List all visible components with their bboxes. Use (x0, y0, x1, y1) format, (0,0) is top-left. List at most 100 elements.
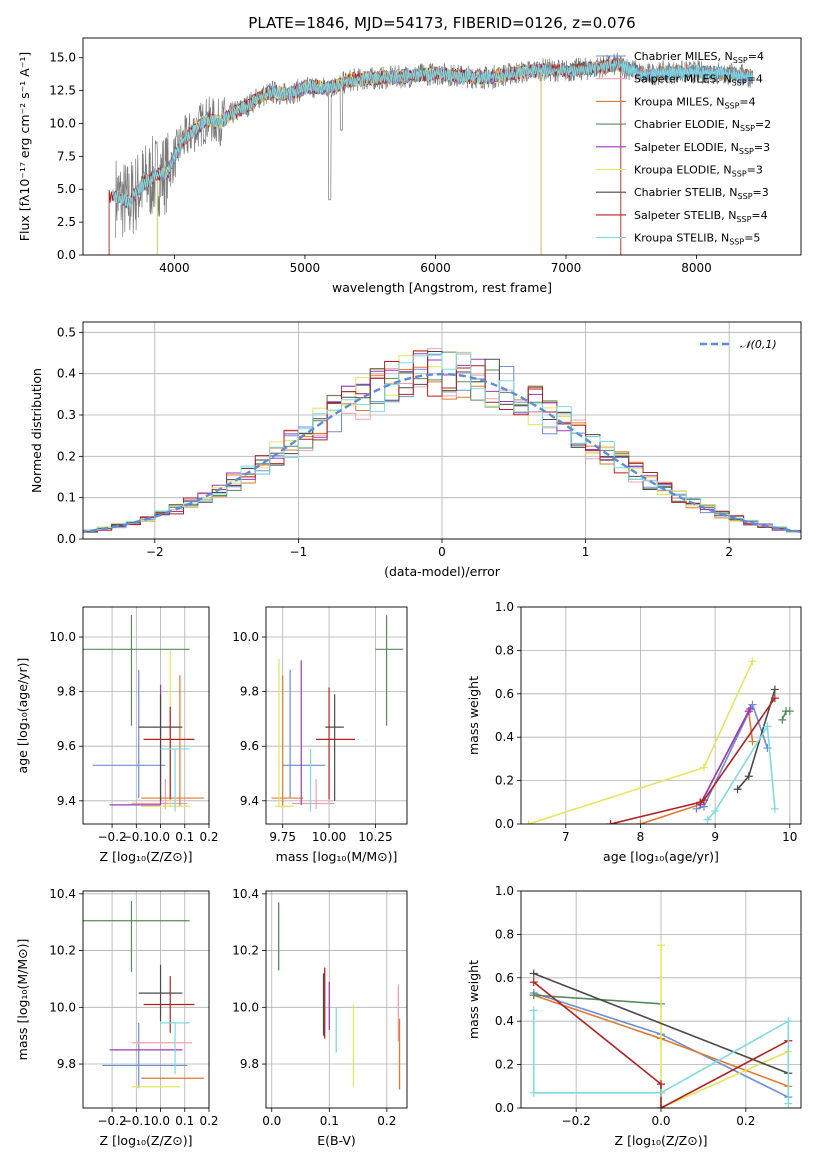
spectrum-ytick-label: 10.0 (49, 116, 76, 130)
legend-entry: Salpeter MILES, NSSP=4 (634, 73, 763, 88)
weight-marker (524, 820, 533, 824)
spectrum-ytick-label: 0.0 (57, 248, 76, 262)
age_vs_Z-panel: −0.2−0.1 0.0 0.1 0.2 9.4 9.6 9.8 10.0 Z [log₁₀(Z… (15, 606, 219, 864)
weight_vs_age-ytick-label: 0.2 (495, 774, 514, 788)
weight-marker (770, 685, 779, 694)
figure-title: PLATE=1846, MJD=54173, FIBERID=0126, z=0… (248, 14, 635, 32)
residual-histogram (83, 350, 801, 534)
weight-marker (784, 1017, 793, 1026)
mass_vs_Z-ytick-label: 10.0 (49, 1000, 76, 1014)
weight_vs_age-frame (520, 606, 802, 825)
weight_vs_age-ylabel: mass weight (466, 676, 481, 755)
spectrum-xtick-label: 6000 (420, 261, 451, 275)
legend-entry: Kroupa ELODIE, NSSP=3 (634, 164, 763, 179)
mass_vs_ebv-xtick-label: 0.1 (320, 1114, 339, 1128)
weight_vs_age-ytick-label: 0.0 (495, 817, 514, 831)
mass_vs_Z-xlabel: Z [log₁₀(Z/Z⊙)] (100, 1133, 193, 1148)
age_vs_mass-xtick-label: 10.00 (312, 830, 346, 844)
weight-series-line (610, 697, 776, 824)
mass_vs_ebv-frame (265, 890, 408, 1109)
residuals-plot (83, 348, 801, 535)
weight_vs_Z-panel: −0.2 0.0 0.2 0.0 0.2 0.4 0.6 0.8 1.0 Z [log₁₀(Z/Z… (466, 884, 802, 1148)
age_vs_Z-xtick-label: 0.0 (151, 830, 170, 844)
weight-marker (785, 707, 794, 716)
model-spectrum-line (156, 63, 542, 255)
weight_vs_age-xtick-label: 10 (782, 830, 797, 844)
mass_vs_ebv-xtick-label: 0.2 (377, 1114, 396, 1128)
weight-marker (529, 991, 538, 1000)
age_vs_Z-xtick-label: −0.1 (122, 830, 151, 844)
weight-marker (529, 1006, 538, 1015)
weight_vs_age-panel: 7 8 9 10 0.0 0.2 0.4 0.6 0.8 1.0 age [log₁₀(age/yr… (466, 600, 802, 864)
weight_vs_age-ytick-label: 0.4 (495, 730, 514, 744)
weight_vs_age-plot (524, 657, 794, 824)
weight-series-line (696, 702, 769, 810)
legend-entry: Chabrier ELODIE, NSSP=2 (634, 118, 771, 133)
spectrum-frame (82, 37, 802, 256)
weight_vs_Z-ytick-label: 0.8 (495, 927, 514, 941)
weight-marker (784, 1099, 793, 1108)
age_vs_Z-frame (82, 606, 210, 825)
spectrum-panel: 4000 5000 6000 7000 8000 0.0 2.5 5.0 7.5 10.0 12.5… (17, 37, 802, 295)
legend-entry: Chabrier STELIB, NSSP=3 (634, 186, 769, 201)
spectrum-ytick-label: 7.5 (57, 149, 76, 163)
weight_vs_Z-xtick-label: −0.2 (562, 1114, 591, 1128)
weight-marker (529, 969, 538, 978)
mass_vs_ebv-panel: 0.0 0.1 0.2 9.8 10.0 10.2 10.4 E(B-V) (232, 887, 408, 1148)
mass_vs_ebv-xtick-label: 0.0 (262, 1114, 281, 1128)
legend-entry: Kroupa STELIB, NSSP=5 (634, 232, 760, 247)
age_vs_mass-ytick-label: 9.6 (240, 739, 259, 753)
age_vs_mass-xtick-label: 9.75 (269, 830, 296, 844)
spectrum-ytick-label: 12.5 (49, 84, 76, 98)
age_vs_Z-xtick-label: 0.1 (175, 830, 194, 844)
age_vs_mass-xlabel: mass [log₁₀(M/M⊙)] (276, 849, 398, 864)
mass_vs_Z-xtick-label: 0.2 (199, 1114, 218, 1128)
weight-marker (699, 796, 708, 805)
age_vs_mass-panel: 9.75 10.00 10.25 9.4 9.6 9.8 10.0 mass [log₁₀(M… (232, 606, 408, 864)
mass_vs_Z-ylabel: mass [log₁₀(M/M⊙)] (15, 939, 30, 1061)
mass_vs_ebv-plot (278, 902, 401, 1090)
weight_vs_Z-xtick-label: 0.2 (736, 1114, 755, 1128)
weight-series-line (707, 723, 776, 821)
mass_vs_ebv-ytick-label: 10.0 (232, 1000, 259, 1014)
weight_vs_age-xlabel: age [log₁₀(age/yr)] (603, 849, 719, 864)
age_vs_mass-ytick-label: 9.8 (240, 685, 259, 699)
weight-series-line (533, 994, 662, 1005)
mass_vs_Z-xtick-label: −0.1 (122, 1114, 151, 1128)
spectrum-xtick-label: 5000 (290, 261, 321, 275)
weight_vs_age-xtick-label: 8 (637, 830, 645, 844)
mass_vs_Z-xtick-label: −0.2 (98, 1114, 127, 1128)
legend-entry: Kroupa MILES, NSSP=4 (634, 95, 756, 110)
mass_vs_Z-plot (83, 900, 205, 1089)
weight-series-line (699, 708, 751, 805)
age_vs_mass-ytick-label: 10.0 (232, 630, 259, 644)
weight_vs_age-ytick-label: 0.6 (495, 687, 514, 701)
weight-series-line (533, 972, 789, 1075)
age_vs_Z-plot (83, 615, 205, 812)
spectrum-legend: Chabrier MILES, NSSP=4 Salpeter MILES, NS… (596, 50, 771, 247)
age_vs_Z-ytick-label: 10.0 (49, 630, 76, 644)
model-spectrum-line (156, 63, 542, 255)
mass_vs_Z-xtick-label: 0.0 (151, 1114, 170, 1128)
weight-marker (636, 820, 645, 824)
age_vs_Z-ytick-label: 9.8 (57, 685, 76, 699)
residuals-xlabel: (data-model)/error (384, 564, 501, 579)
age_vs_Z-ytick-label: 9.4 (57, 794, 76, 808)
weight-marker (763, 722, 772, 731)
model-spectrum-line (108, 58, 622, 255)
residuals-ytick-label: 0.5 (57, 325, 76, 339)
spectrum-ytick-label: 2.5 (57, 215, 76, 229)
weight_vs_Z-xlabel: Z [log₁₀(Z/Z⊙)] (615, 1133, 708, 1148)
weight-marker (606, 820, 615, 824)
model-spectrum-line (112, 58, 754, 210)
residuals-xtick-label: −1 (290, 545, 308, 559)
residuals-xtick-label: 0 (438, 545, 446, 559)
weight-series-line (660, 945, 789, 1108)
residuals-xtick-label: 1 (582, 545, 590, 559)
age_vs_Z-xtick-label: 0.2 (199, 830, 218, 844)
spectrum-xtick-label: 8000 (681, 261, 712, 275)
age_vs_mass-frame (265, 606, 408, 825)
weight-marker (711, 806, 720, 815)
legend-entry: Chabrier MILES, NSSP=4 (634, 50, 764, 65)
mass_vs_Z-ytick-label: 9.8 (57, 1057, 76, 1071)
